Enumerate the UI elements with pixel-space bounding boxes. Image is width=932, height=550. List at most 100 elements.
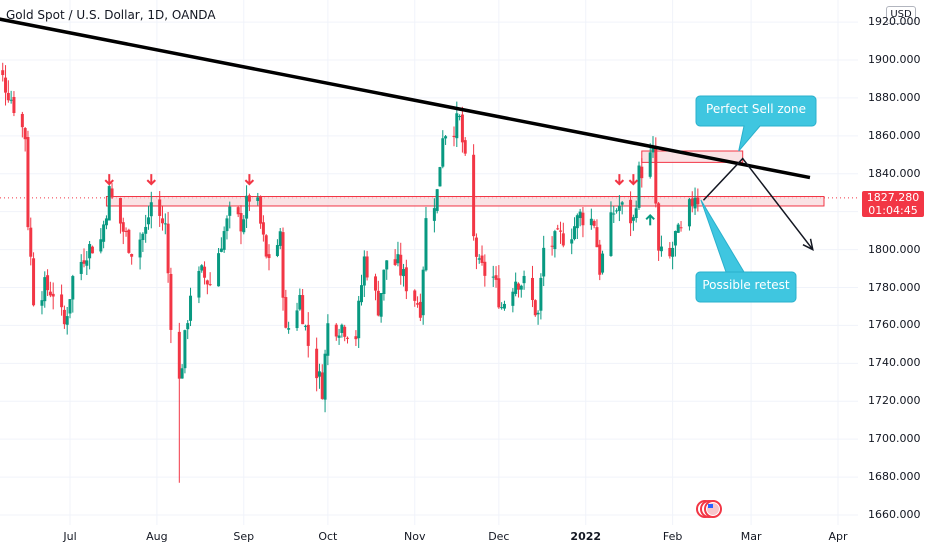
candle-body (463, 140, 467, 154)
candle-body (287, 328, 291, 330)
candle (601, 250, 605, 275)
candle-body (472, 154, 476, 237)
candle (340, 323, 344, 338)
candle-body (362, 256, 366, 286)
candle (441, 130, 445, 169)
y-tick-label: 1680.000 (868, 470, 921, 484)
candle-body (228, 206, 232, 216)
candle (659, 235, 663, 257)
candle-body (107, 186, 111, 221)
candle-body (365, 256, 369, 278)
candle (634, 200, 638, 223)
candle (365, 250, 369, 281)
x-tick-label: 2022 (570, 530, 602, 543)
candle-body (79, 261, 83, 274)
candle-body (189, 295, 193, 321)
candle (71, 274, 75, 313)
candle (345, 336, 349, 344)
candle-body (85, 260, 89, 266)
candle (396, 241, 400, 267)
retest-callout (695, 199, 797, 303)
candle-body (497, 278, 501, 308)
candle (102, 220, 106, 249)
candle (48, 281, 52, 298)
candle (620, 200, 624, 215)
candle (516, 282, 520, 298)
candle-body (6, 92, 10, 101)
candle (595, 219, 599, 248)
candle-body (242, 219, 246, 233)
drawings-layer[interactable] (0, 13, 814, 251)
candle-body (337, 335, 341, 338)
candle (474, 233, 478, 270)
candle-body (177, 331, 181, 379)
candle (169, 267, 173, 344)
candle-body (163, 223, 167, 225)
y-tick-label: 1720.000 (868, 394, 921, 408)
candle-body (323, 353, 327, 400)
candle (197, 266, 201, 304)
candle (144, 214, 148, 243)
candle-body (657, 203, 661, 251)
candle-body (500, 307, 504, 309)
candle-body (441, 138, 445, 167)
candle-body (539, 277, 543, 311)
us-flag-icon[interactable] (696, 500, 722, 518)
candle-body (99, 239, 103, 252)
candle-body (654, 148, 658, 204)
candle (60, 284, 64, 316)
candle (85, 251, 89, 276)
candle (362, 250, 366, 298)
projection-path (702, 157, 814, 251)
candle-body (530, 277, 534, 301)
candle (205, 279, 209, 295)
candle (259, 195, 263, 229)
candle-body (460, 114, 464, 143)
candle-body (298, 295, 302, 310)
candle-body (88, 244, 92, 259)
candle-body (340, 324, 344, 333)
candle (149, 191, 153, 229)
candle-body (679, 227, 683, 229)
descending-trendline (0, 17, 811, 180)
candle (158, 191, 162, 227)
candle (301, 289, 305, 325)
candle (452, 126, 456, 147)
candle (107, 183, 111, 221)
x-tick-label: Aug (146, 530, 168, 543)
currency-button[interactable]: USD (886, 6, 916, 24)
candle-body (138, 239, 142, 258)
candle (88, 240, 92, 270)
candle (6, 80, 10, 103)
y-tick-label: 1840.000 (868, 166, 921, 180)
candle (491, 265, 495, 287)
candle (146, 205, 150, 230)
candle-body (376, 290, 380, 316)
candle-body (239, 212, 243, 232)
x-tick-label: Feb (662, 530, 683, 543)
callouts-layer[interactable] (695, 95, 817, 303)
chart-title: Gold Spot / U.S. Dollar, 1D, OANDA (6, 8, 216, 22)
candle-body (573, 226, 577, 240)
candle (281, 227, 285, 311)
candle-body (267, 254, 271, 259)
candle-body (32, 258, 36, 306)
candle (180, 364, 184, 379)
candle (40, 291, 44, 315)
candle-body (149, 202, 153, 217)
candle (110, 183, 114, 199)
candle (43, 271, 47, 308)
candle-body (659, 246, 663, 252)
y-tick-label: 1780.000 (868, 280, 921, 294)
candle-body (581, 212, 585, 226)
candle-body (671, 247, 675, 257)
candle (413, 289, 417, 307)
candle-body (474, 237, 478, 257)
candle (477, 254, 481, 264)
candle-body (144, 226, 148, 234)
candle-body (536, 312, 540, 315)
candle (463, 137, 467, 156)
candle-body (9, 99, 13, 101)
candle-body (631, 217, 635, 221)
